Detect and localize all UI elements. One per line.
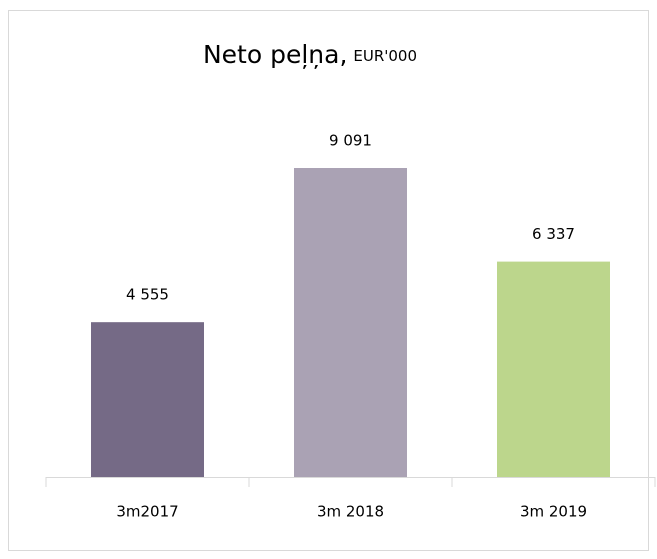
x-tick-label: 3m 2019 — [520, 503, 587, 521]
bar — [294, 168, 407, 477]
bar — [497, 261, 610, 477]
x-tick-label: 3m2017 — [116, 503, 178, 521]
data-label: 6 337 — [532, 225, 575, 243]
title-unit: EUR'000 — [353, 47, 417, 65]
x-tick-label: 3m 2018 — [317, 503, 384, 521]
chart-title: Neto peļņa, EUR'000 — [203, 40, 417, 69]
bar — [91, 322, 204, 477]
data-label: 9 091 — [329, 132, 372, 150]
data-label: 4 555 — [126, 286, 169, 304]
title-main: Neto peļņa, — [203, 40, 347, 69]
